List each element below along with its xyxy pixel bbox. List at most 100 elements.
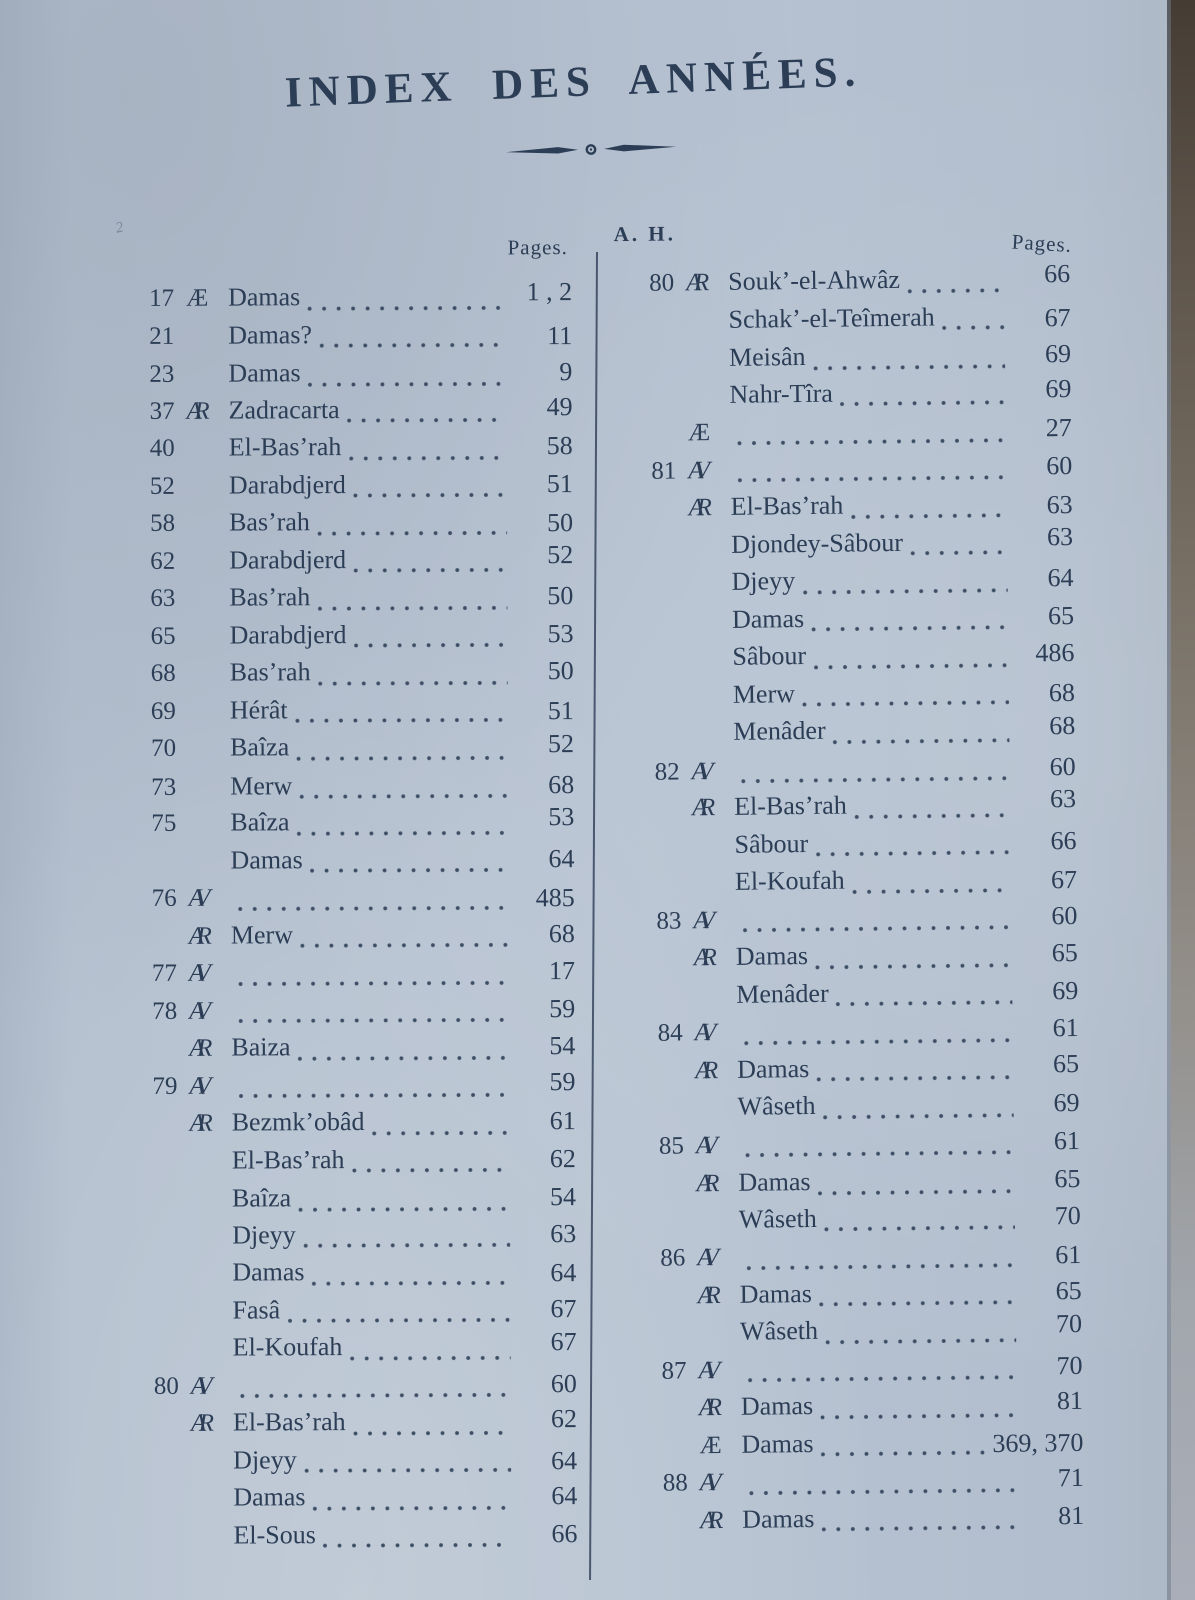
metal-symbol [675, 327, 729, 328]
dot-leader [748, 1487, 1018, 1496]
page-number: 58 [546, 431, 573, 461]
mint-name: Damas [230, 844, 303, 875]
page-number: 52 [547, 729, 575, 759]
dot-leader [238, 1092, 510, 1099]
mint-name: Damas [232, 1257, 305, 1287]
dot-leader [816, 1074, 1014, 1082]
page-number: 69 [1044, 338, 1072, 369]
metal-symbol [676, 402, 730, 403]
mint-name: Baîza [230, 807, 290, 837]
index-row: AR Damas 81 [641, 1386, 1083, 1431]
year-cell: 88 [662, 1469, 688, 1497]
index-rows-left: 17 Æ Damas 1 , 2 21 Damas? 11 23 [128, 277, 578, 1558]
year-cell: 78 [152, 997, 178, 1025]
dot-leader [287, 1317, 511, 1324]
column-divider [589, 252, 598, 1580]
metal-symbol: AR [688, 494, 705, 522]
page-number: 64 [548, 843, 575, 873]
page-number: 53 [548, 802, 575, 832]
index-row: Wâseth 70 [640, 1309, 1082, 1356]
index-row: AR El-Bas’rah 62 [133, 1404, 578, 1445]
index-row: Damas 64 [132, 1256, 576, 1295]
metal-symbol [677, 552, 731, 553]
year-cell: 83 [656, 906, 682, 935]
dot-leader [317, 604, 508, 611]
index-row: AR Damas 65 [636, 938, 1078, 981]
index-row: Damas 65 [632, 600, 1074, 643]
page-number: 369, 370 [992, 1427, 1084, 1458]
mint-name: Djeyy [232, 1219, 296, 1250]
page-number: 65 [1051, 937, 1078, 968]
metal-symbol: AR [697, 1281, 714, 1309]
pages-column-header: Pages. [1010, 229, 1073, 258]
index-row: El-Koufah 67 [635, 863, 1077, 906]
index-row: 65 Darabdjerd 53 [129, 619, 573, 658]
metal-symbol: AR [189, 1034, 205, 1062]
year-cell [641, 1453, 687, 1454]
year-cell: 81 [651, 456, 677, 485]
index-row: 84 AV 61 [637, 1013, 1079, 1056]
year-cell [631, 515, 677, 516]
page-number: 54 [549, 1182, 577, 1212]
metal-symbol: AR [698, 1394, 715, 1422]
index-row: 40 El-Bas’rah 58 [129, 431, 573, 470]
dot-leader [298, 1205, 511, 1212]
index-row: 86 AV 61 [639, 1238, 1081, 1281]
page-number: 51 [546, 468, 573, 498]
page-number: 1 , 2 [526, 277, 573, 307]
page-number: 69 [1052, 975, 1079, 1005]
year-cell [633, 703, 679, 704]
dot-leader [813, 662, 1009, 670]
page-number: 61 [1055, 1239, 1082, 1270]
mint-name: Bas’rah [229, 582, 311, 612]
year-cell: 52 [149, 472, 175, 500]
year-cell: 21 [149, 322, 175, 350]
index-row: Sâbour 66 [634, 825, 1076, 868]
metal-symbol [679, 702, 733, 703]
page-number: 68 [1048, 677, 1076, 707]
mint-name: El-Bas’rah [231, 1144, 345, 1175]
index-row: 58 Bas’rah 50 [129, 506, 573, 545]
year-cell [630, 403, 676, 404]
metal-symbol: Æ [687, 419, 711, 447]
dot-leader [371, 1129, 510, 1136]
index-row: 81 AV 60 [630, 450, 1072, 493]
page-number: 51 [547, 695, 574, 725]
metal-symbol: AV [189, 1072, 204, 1100]
year-cell [638, 1191, 684, 1192]
dot-leader [822, 1112, 1014, 1120]
index-row: Merw 68 [633, 675, 1075, 718]
index-row: 69 Hérât 51 [130, 694, 574, 733]
page-number: 60 [1049, 751, 1076, 781]
year-cell: 63 [150, 584, 176, 612]
index-row: AR Damas 65 [637, 1048, 1079, 1093]
index-row: AR Baiza 54 [131, 1031, 575, 1070]
mint-name: Damas [736, 1053, 810, 1084]
index-row: 77 AV 17 [131, 956, 575, 995]
mint-name: Sâbour [732, 641, 807, 671]
page-number: 62 [550, 1404, 578, 1434]
metal-symbol: AV [699, 1469, 715, 1497]
index-row: Æ Damas 369, 370 [641, 1425, 1083, 1468]
index-row: 17 Æ Damas 1 , 2 [128, 277, 572, 320]
metal-symbol [678, 627, 732, 628]
year-cell [630, 440, 676, 441]
index-row: Wâseth 70 [639, 1200, 1081, 1243]
mint-name: Merw [230, 919, 294, 950]
metal-symbol: AR [696, 1170, 713, 1198]
mint-name: Damas [735, 941, 809, 971]
page-number: 64 [551, 1481, 578, 1511]
dot-leader [815, 962, 1012, 970]
page-number: 68 [548, 918, 575, 948]
index-row: Wâseth 69 [637, 1088, 1079, 1131]
index-row: El-Bas’rah 62 [132, 1144, 576, 1183]
mint-name: Darabdjerd [228, 469, 346, 500]
index-row: Schak’-el-Teîmerah 67 [628, 300, 1070, 343]
mint-name: Merw [732, 678, 796, 709]
index-row: 70 Baîza 52 [130, 729, 575, 770]
mint-name: Nahr-Tîra [729, 378, 834, 409]
index-row: 73 Merw 68 [130, 770, 574, 809]
dot-leader [294, 717, 508, 724]
page-number: 9 [559, 357, 573, 387]
